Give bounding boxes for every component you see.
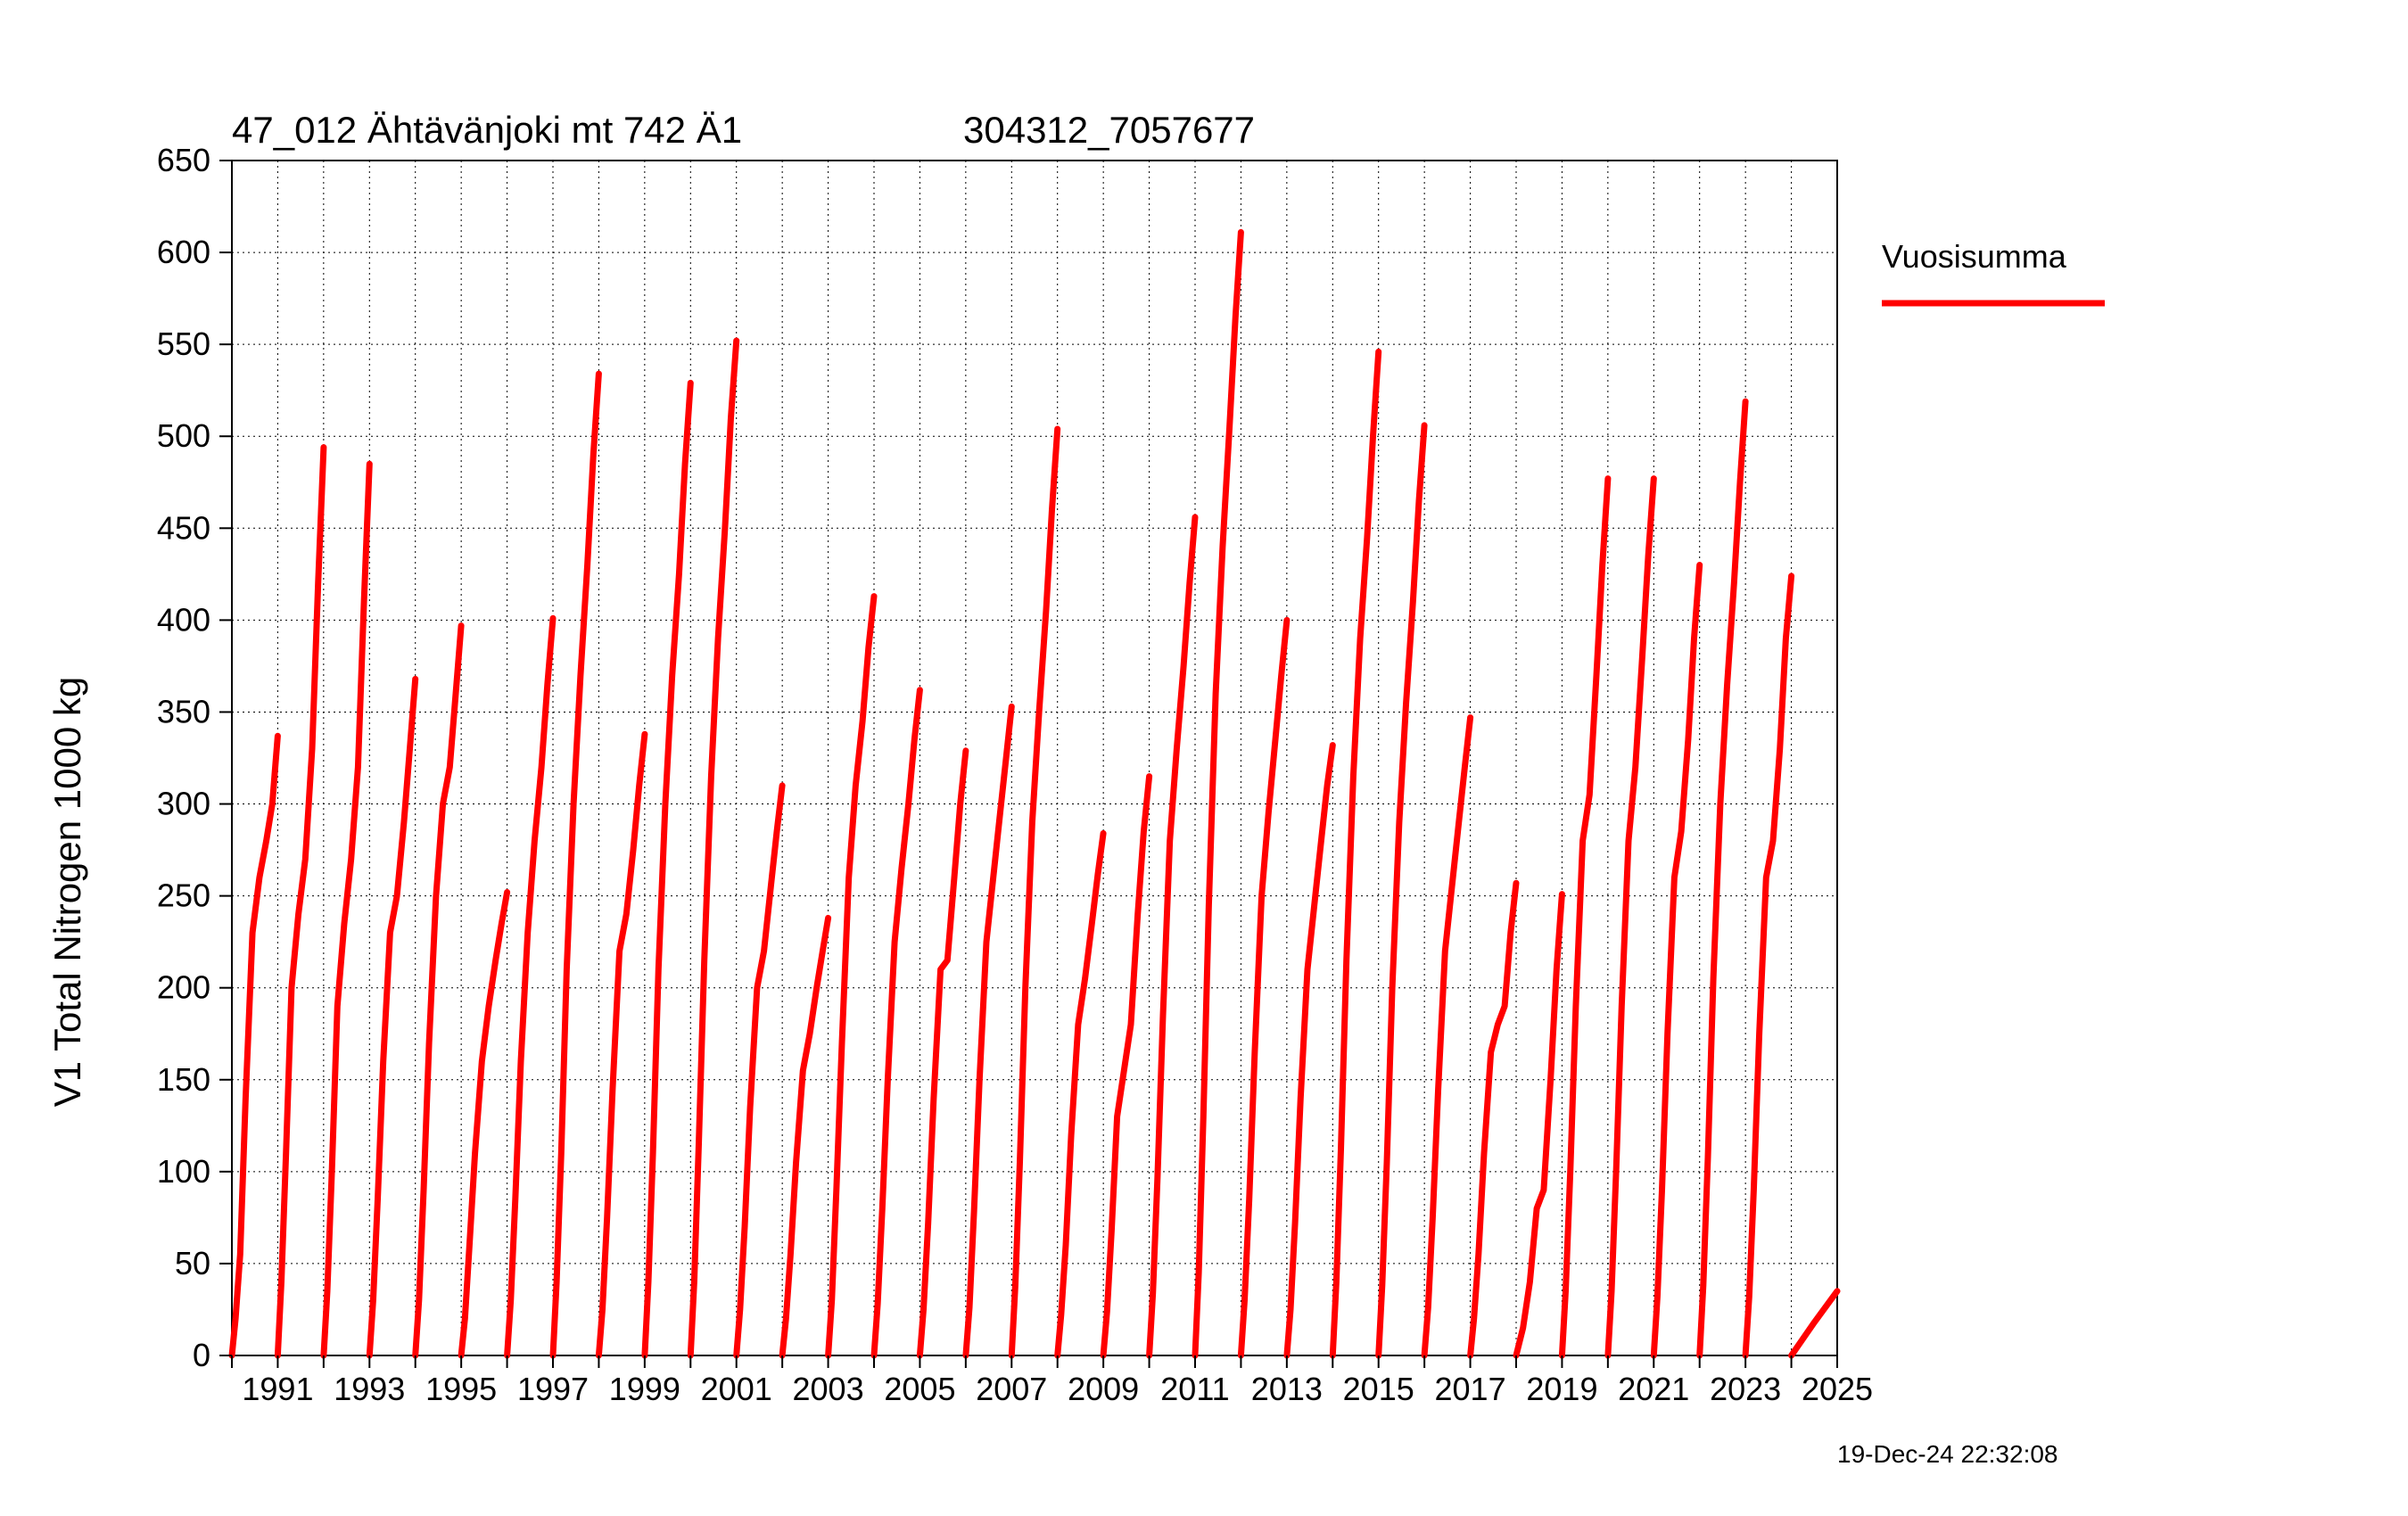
svg-text:200: 200 <box>157 969 210 1006</box>
chart-title-right: 304312_7057677 <box>963 109 1255 151</box>
svg-text:2007: 2007 <box>976 1371 1047 1407</box>
svg-text:100: 100 <box>157 1153 210 1190</box>
svg-text:1999: 1999 <box>609 1371 680 1407</box>
data-series <box>232 232 1837 1355</box>
svg-text:350: 350 <box>157 693 210 729</box>
svg-text:450: 450 <box>157 509 210 546</box>
svg-text:2021: 2021 <box>1618 1371 1689 1407</box>
legend: Vuosisumma <box>1882 238 2105 303</box>
svg-text:1997: 1997 <box>517 1371 589 1407</box>
timestamp: 19-Dec-24 22:32:08 <box>1837 1440 2058 1468</box>
svg-text:2011: 2011 <box>1160 1371 1229 1407</box>
svg-text:300: 300 <box>157 786 210 822</box>
svg-text:500: 500 <box>157 417 210 454</box>
svg-text:2013: 2013 <box>1251 1371 1323 1407</box>
svg-text:50: 50 <box>175 1245 210 1281</box>
svg-text:1993: 1993 <box>334 1371 405 1407</box>
svg-text:2019: 2019 <box>1526 1371 1597 1407</box>
x-axis: 1991 1993 1995 1997 1999 2001 2003 2005 2007 2009… <box>232 1355 1873 1407</box>
y-axis-label: V1 Total Nitrogen 1000 kg <box>46 677 88 1108</box>
svg-text:2001: 2001 <box>701 1371 772 1407</box>
svg-text:2005: 2005 <box>884 1371 955 1407</box>
y-axis: 0 50 100 150 200 250 300 350 400 450 500 550 600 650 <box>157 142 232 1373</box>
svg-text:2017: 2017 <box>1435 1371 1506 1407</box>
nitrogen-chart: 47_012 Ähtävänjoki mt 742 Ä1 304312_7057… <box>0 0 2408 1516</box>
svg-text:150: 150 <box>157 1061 210 1098</box>
legend-label: Vuosisumma <box>1882 238 2067 275</box>
svg-text:2003: 2003 <box>793 1371 864 1407</box>
svg-text:400: 400 <box>157 601 210 638</box>
svg-text:1995: 1995 <box>425 1371 497 1407</box>
svg-text:650: 650 <box>157 142 210 178</box>
svg-text:2023: 2023 <box>1710 1371 1781 1407</box>
svg-text:2009: 2009 <box>1068 1371 1139 1407</box>
svg-text:250: 250 <box>157 877 210 914</box>
svg-text:550: 550 <box>157 325 210 362</box>
svg-text:2025: 2025 <box>1802 1371 1873 1407</box>
svg-text:0: 0 <box>193 1337 210 1373</box>
svg-text:1991: 1991 <box>242 1371 313 1407</box>
chart-title-left: 47_012 Ähtävänjoki mt 742 Ä1 <box>232 109 742 151</box>
svg-text:600: 600 <box>157 234 210 270</box>
svg-text:2015: 2015 <box>1343 1371 1414 1407</box>
